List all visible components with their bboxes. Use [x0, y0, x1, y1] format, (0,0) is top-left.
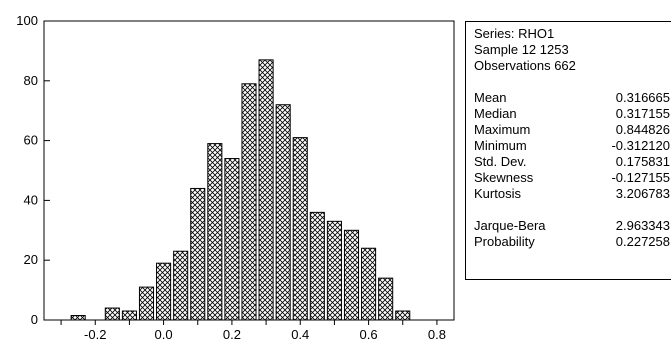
- x-tick-label: 0.4: [291, 327, 309, 342]
- spacer: [474, 202, 671, 218]
- histogram-bar: [190, 187, 206, 321]
- stat-row: Maximum 0.844826: [474, 122, 671, 138]
- x-tick-label: 0.2: [223, 327, 241, 342]
- stat-value: 0.175831: [615, 154, 670, 169]
- stat-value: -0.127155: [611, 170, 670, 185]
- histogram-bar: [207, 143, 223, 321]
- histogram-bar: [309, 211, 325, 321]
- histogram-bar: [156, 262, 172, 321]
- stat-label: Median: [474, 106, 517, 121]
- histogram-bar: [173, 250, 189, 321]
- stat-row: Kurtosis 3.206783: [474, 186, 671, 202]
- histogram-bar: [326, 220, 342, 321]
- histogram-bar: [258, 59, 274, 321]
- histogram-bar: [275, 104, 291, 321]
- stat-row: Std. Dev. 0.175831: [474, 154, 671, 170]
- x-tick-label: 0.6: [360, 327, 378, 342]
- stat-row: Minimum -0.312120: [474, 138, 671, 154]
- histogram-bar: [343, 229, 360, 321]
- stat-row: Probability 0.227258: [474, 234, 671, 250]
- histogram-bar: [138, 286, 155, 321]
- moments-list: Mean 0.316665 Median 0.317155 Maximum 0.84482…: [474, 90, 671, 202]
- stat-label: Minimum: [474, 138, 527, 153]
- histogram-bar: [241, 83, 257, 321]
- histogram-bar: [395, 310, 411, 321]
- x-tick-label: -0.2: [84, 327, 106, 342]
- stat-label: Jarque-Bera: [474, 218, 546, 233]
- stat-label: Std. Dev.: [474, 154, 527, 169]
- x-axis: -0.2 0.0 0.2 0.4 0.6 0.8: [60, 320, 446, 342]
- histogram-bar: [70, 315, 86, 321]
- y-tick-label: 60: [24, 133, 38, 148]
- stat-label: Skewness: [474, 170, 534, 185]
- y-axis: 0 20 40 60 80 100: [16, 13, 50, 327]
- y-tick-label: 0: [31, 312, 38, 327]
- stat-value: 0.844826: [615, 122, 670, 137]
- y-tick-label: 100: [16, 13, 38, 28]
- x-tick-label: 0.0: [155, 327, 173, 342]
- spacer: [474, 74, 671, 90]
- y-tick-label: 40: [24, 192, 38, 207]
- y-tick-label: 80: [24, 73, 38, 88]
- stat-row: Median 0.317155: [474, 106, 671, 122]
- histogram-bar: [104, 307, 120, 321]
- stat-row: Mean 0.316665: [474, 90, 671, 106]
- histogram-bar: [224, 158, 240, 321]
- stat-value: 2.963343: [615, 218, 670, 233]
- x-tick-label: 0.8: [428, 327, 446, 342]
- bars-group: [70, 59, 411, 321]
- stat-label: Kurtosis: [474, 186, 521, 201]
- stat-row: Skewness -0.127155: [474, 170, 671, 186]
- y-tick-label: 20: [24, 252, 38, 267]
- stat-label: Probability: [474, 234, 535, 249]
- stat-row: Jarque-Bera 2.963343: [474, 218, 671, 234]
- histogram-bar: [378, 277, 394, 321]
- sample-range: Sample 12 1253: [474, 42, 569, 57]
- descriptive-statistics-panel: Series: RHO1 Sample 12 1253 Observations…: [465, 21, 671, 280]
- series-name: Series: RHO1: [474, 26, 555, 41]
- stat-value: 0.227258: [615, 234, 670, 249]
- stat-label: Maximum: [474, 122, 531, 137]
- stat-label: Mean: [474, 90, 507, 105]
- histogram-bar: [292, 137, 308, 321]
- stat-value: 0.316665: [615, 90, 670, 105]
- histogram-chart: 0 20 40 60 80 100 -0.2 0.0 0.2 0.4 0.6 0.8: [16, 13, 455, 342]
- histogram-bar: [361, 247, 377, 321]
- stat-value: -0.312120: [611, 138, 670, 153]
- observation-count: Observations 662: [474, 58, 576, 73]
- histogram-bar: [121, 310, 137, 321]
- stat-value: 0.317155: [615, 106, 670, 121]
- tests-list: Jarque-Bera 2.963343 Probability 0.227258: [474, 218, 671, 250]
- stat-value: 3.206783: [615, 186, 670, 201]
